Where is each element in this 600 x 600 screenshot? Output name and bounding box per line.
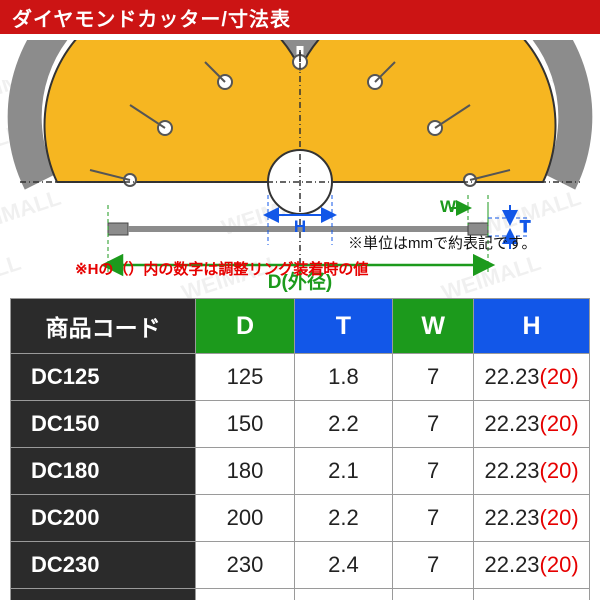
row-h-5: 22.23(20): [474, 589, 590, 600]
row-t-3: 2.2: [294, 495, 392, 542]
table-header-t: T: [294, 299, 392, 354]
row-d-0: 125: [196, 354, 294, 401]
row-code-0: DC125: [11, 354, 196, 401]
table-header-d: D: [196, 299, 294, 354]
row-w-2: 7: [393, 448, 474, 495]
diagram-area: WEIMALL WEIMALL WEIMALL WEIMALL WEIMALL …: [0, 40, 600, 300]
table-row-3[interactable]: DC200 200 2.2 7 22.23(20): [11, 495, 590, 542]
table-header-w: W: [393, 299, 474, 354]
h-adjust-note: ※Hの（）内の数字は調整リング装着時の値: [75, 258, 368, 279]
dimension-chart-page: ダイヤモンドカッター/寸法表 WEIMALL WEIMALL WEIMALL W…: [0, 0, 600, 600]
row-h-2: 22.23(20): [474, 448, 590, 495]
row-t-1: 2.2: [294, 401, 392, 448]
table-row-4[interactable]: DC230 230 2.4 7 22.23(20): [11, 542, 590, 589]
h-label: H: [294, 217, 306, 236]
row-h-4: 22.23(20): [474, 542, 590, 589]
row-h-0: 22.23(20): [474, 354, 590, 401]
row-d-3: 200: [196, 495, 294, 542]
row-t-2: 2.1: [294, 448, 392, 495]
row-t-4: 2.4: [294, 542, 392, 589]
table-row-5[interactable]: DC250 250 2.6 7 22.23(20): [11, 589, 590, 600]
row-d-1: 150: [196, 401, 294, 448]
table-row-1[interactable]: DC150 150 2.2 7 22.23(20): [11, 401, 590, 448]
row-w-1: 7: [393, 401, 474, 448]
dimension-w: W: [440, 195, 488, 225]
dimension-table: 商品コード D T W H DC125 125 1.8 7 22.23(20) …: [10, 298, 590, 600]
row-w-5: 7: [393, 589, 474, 600]
row-t-0: 1.8: [294, 354, 392, 401]
row-t-5: 2.6: [294, 589, 392, 600]
table-header-code: 商品コード: [11, 299, 196, 354]
table-row-0[interactable]: DC125 125 1.8 7 22.23(20): [11, 354, 590, 401]
w-label: W: [440, 197, 457, 216]
table-row-2[interactable]: DC180 180 2.1 7 22.23(20): [11, 448, 590, 495]
row-h-3: 22.23(20): [474, 495, 590, 542]
row-d-2: 180: [196, 448, 294, 495]
row-code-2: DC180: [11, 448, 196, 495]
row-d-4: 230: [196, 542, 294, 589]
page-title: ダイヤモンドカッター/寸法表: [12, 3, 291, 32]
row-w-3: 7: [393, 495, 474, 542]
row-code-4: DC230: [11, 542, 196, 589]
table-header-h: H: [474, 299, 590, 354]
row-d-5: 250: [196, 589, 294, 600]
row-w-0: 7: [393, 354, 474, 401]
unit-note: ※単位はmmで約表記です。: [348, 232, 537, 253]
row-code-5: DC250: [11, 589, 196, 600]
row-code-3: DC200: [11, 495, 196, 542]
title-bar: ダイヤモンドカッター/寸法表: [0, 0, 600, 34]
row-h-1: 22.23(20): [474, 401, 590, 448]
row-code-1: DC150: [11, 401, 196, 448]
row-w-4: 7: [393, 542, 474, 589]
dimension-table-wrap: 商品コード D T W H DC125 125 1.8 7 22.23(20) …: [10, 298, 590, 600]
